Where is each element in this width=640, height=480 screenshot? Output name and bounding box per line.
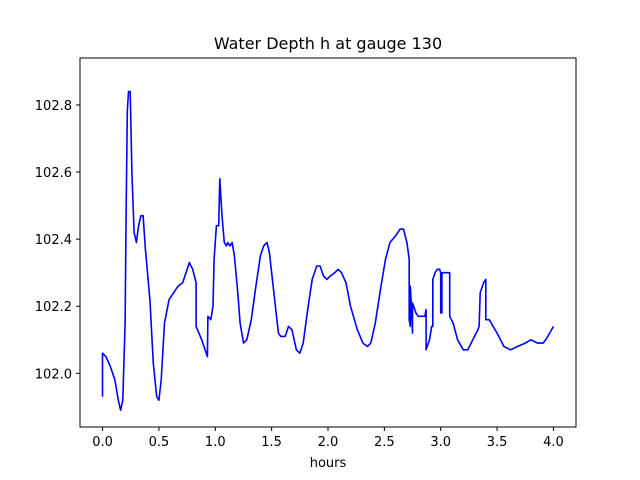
x-tick-label: 1.0 [205, 435, 226, 450]
x-tick-label: 0.0 [92, 435, 113, 450]
y-tick-label: 102.6 [35, 166, 72, 181]
x-tick-label: 4.0 [543, 435, 564, 450]
y-tick-label: 102.0 [35, 367, 72, 382]
x-tick-label: 2.0 [318, 435, 339, 450]
y-axis: 102.0 102.2 102.4 102.6 102.8 [35, 99, 80, 382]
x-tick-label: 1.5 [261, 435, 282, 450]
y-tick-label: 102.4 [35, 233, 72, 248]
x-tick-label: 3.5 [487, 435, 508, 450]
x-axis-label: hours [310, 456, 347, 471]
y-tick-label: 102.8 [35, 99, 72, 114]
x-tick-label: 2.5 [374, 435, 395, 450]
x-axis: 0.0 0.5 1.0 1.5 2.0 2.5 3.0 3.5 4.0 [92, 427, 564, 450]
x-tick-label: 3.0 [430, 435, 451, 450]
y-tick-label: 102.2 [35, 300, 72, 315]
plot-area [101, 90, 555, 412]
chart-title: Water Depth h at gauge 130 [214, 34, 442, 53]
x-tick-label: 0.5 [149, 435, 170, 450]
series-line-0 [101, 90, 555, 412]
